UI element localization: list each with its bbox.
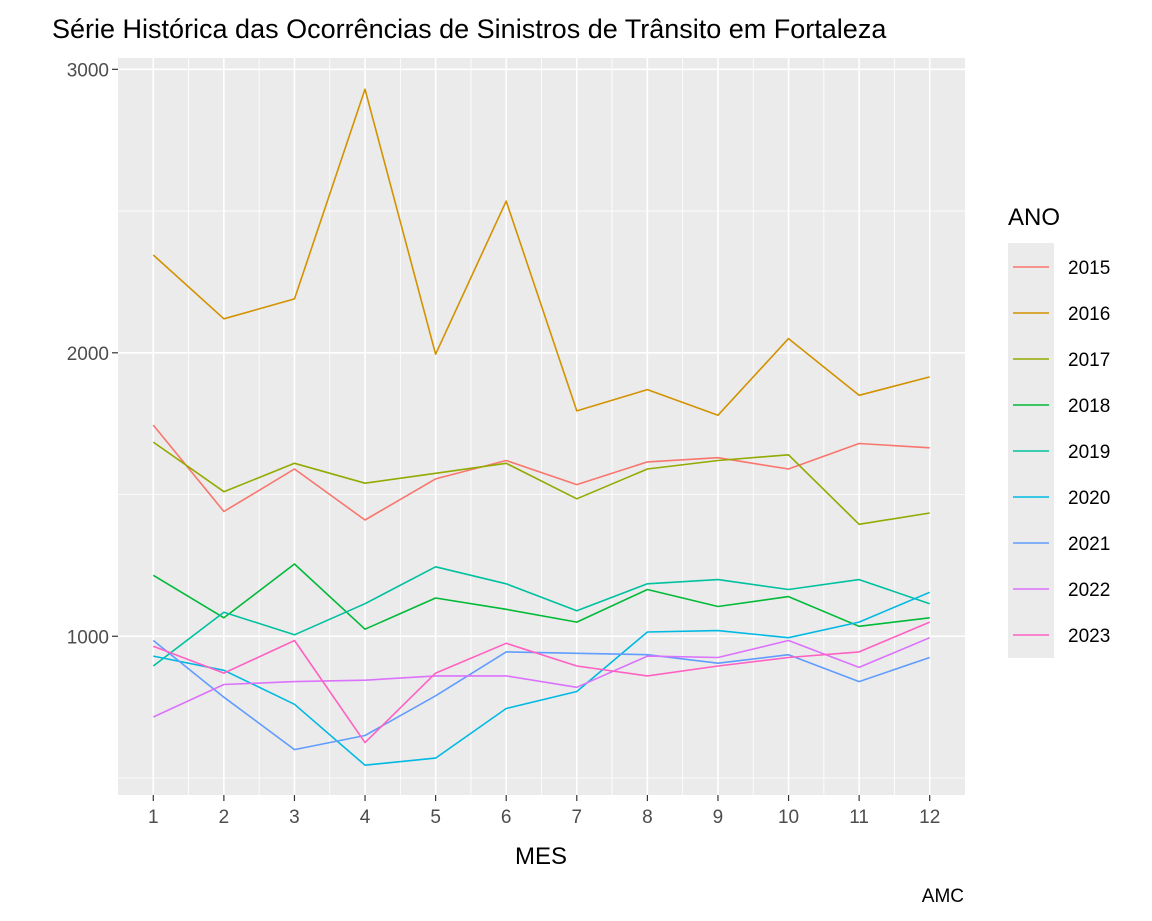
series-line-2022	[152, 636, 931, 718]
x-tick-label: 4	[360, 807, 371, 828]
series-lines	[152, 88, 931, 767]
series-line-2015	[152, 424, 930, 521]
major-gridlines	[118, 58, 965, 795]
x-tick-label: 10	[778, 807, 799, 828]
y-axis: 1000 2000 3000	[67, 60, 118, 648]
x-tick-label: 1	[148, 807, 159, 828]
x-tick-label: 9	[713, 807, 724, 828]
x-tick-label: 6	[501, 807, 512, 828]
series-line-2018	[152, 563, 930, 631]
series-line-2016	[152, 88, 930, 417]
plot-panel	[118, 58, 965, 795]
x-tick-label: 12	[919, 807, 940, 828]
x-axis-title: MES	[515, 843, 567, 870]
series-line-2017	[152, 441, 930, 526]
legend-label-2018: 2018	[1068, 396, 1110, 417]
x-axis: 1 2 3 4 5 6 7 8 9 10 11 12	[148, 795, 940, 828]
legend-label-2023: 2023	[1068, 626, 1110, 647]
legend-label-2017: 2017	[1068, 350, 1110, 371]
y-tick-label: 2000	[67, 344, 109, 365]
x-tick-label: 3	[289, 807, 300, 828]
caption: AMC	[922, 886, 964, 907]
x-tick-label: 7	[572, 807, 583, 828]
legend-label-2019: 2019	[1068, 442, 1110, 463]
legend-label-2020: 2020	[1068, 488, 1110, 509]
chart-title: Série Histórica das Ocorrências de Sinis…	[52, 14, 887, 44]
legend-label-2021: 2021	[1068, 534, 1110, 555]
x-tick-label: 5	[430, 807, 441, 828]
x-tick-label: 8	[642, 807, 653, 828]
series-line-2019	[152, 565, 930, 667]
legend-label-2022: 2022	[1068, 580, 1110, 601]
legend-label-2016: 2016	[1068, 304, 1110, 325]
x-tick-label: 11	[849, 807, 869, 828]
legend-label-2015: 2015	[1068, 258, 1110, 279]
x-tick-label: 2	[219, 807, 230, 828]
legend: ANO 2015 2016 2017 2018 2019 2020 2021 2022 2023	[1008, 204, 1110, 658]
y-tick-label: 1000	[67, 627, 109, 648]
legend-items: 2015 2016 2017 2018 2019 2020 2021 2022 2023	[1013, 258, 1110, 647]
y-tick-label: 3000	[67, 60, 109, 81]
legend-title: ANO	[1008, 204, 1060, 231]
series-line-2021	[152, 639, 930, 751]
series-line-2020	[153, 591, 931, 767]
series-line-2023	[153, 621, 931, 744]
